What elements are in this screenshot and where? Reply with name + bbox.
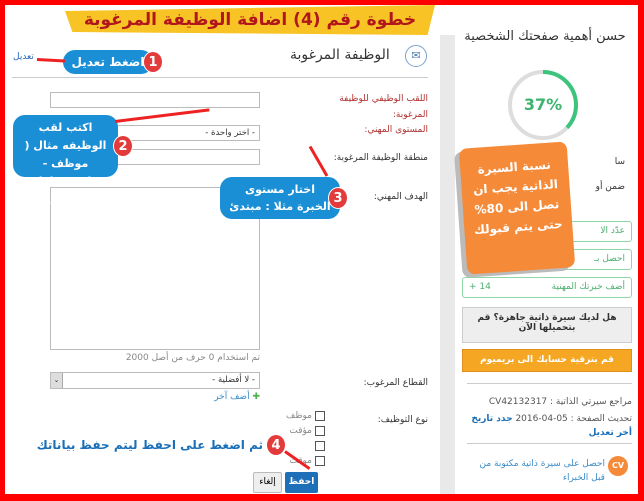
step-banner: خطوة رقم (4) اضافة الوظيفة المرغوبة: [65, 5, 435, 35]
callout-2: اكتب لقب الوظيفه مثال ( موظف - محاسب عام…: [13, 115, 118, 206]
checkbox-row[interactable]: [260, 438, 325, 453]
task-label: عدّد الا: [600, 226, 625, 236]
page-updated: تحديث الصفحة : 05-04-2016 جدد تاريخ أخر …: [462, 412, 632, 440]
callout-number: 3: [328, 187, 348, 209]
progress-ring: [508, 70, 578, 140]
callout-3: اختار مستوى الخبرة مثلا : مبتدئ: [220, 177, 340, 219]
progress-label: 37%: [523, 95, 563, 114]
task-count: 14 +: [469, 282, 491, 292]
checkbox-row[interactable]: مؤقت: [260, 423, 325, 438]
checkbox[interactable]: [315, 425, 325, 436]
job-title-input[interactable]: [50, 92, 260, 108]
checkbox-label: مؤقت: [289, 425, 312, 436]
updated-text: تحديث الصفحة : 05-04-2016: [515, 414, 632, 424]
callout-number: 4: [266, 434, 286, 456]
task-label: أضف خبرتك المهنية: [551, 282, 625, 292]
cv-reference: مراجع سيرتي الذاتية : CV42132317: [488, 397, 632, 407]
divider-line: [467, 443, 632, 444]
char-counter: تم استخدام 0 حرف من أصل 2000: [125, 353, 260, 363]
task-label: احصل بـ: [594, 254, 625, 264]
progress-arc: [508, 70, 578, 140]
checkbox[interactable]: [315, 440, 325, 451]
divider-line: [12, 77, 428, 78]
sidebar-row: سا: [614, 157, 625, 167]
sector-label: القطاع المرغوب:: [363, 378, 428, 388]
checkbox-row[interactable]: موظف: [260, 408, 325, 423]
edit-link[interactable]: تعديل: [13, 52, 34, 62]
orange-callout: نسبة السيرة الذاتية يجب ان تصل الى 80% ح…: [458, 141, 576, 275]
cancel-button[interactable]: إلغاء: [253, 472, 282, 493]
sector-select[interactable]: - لا أفضلية - ⌄: [50, 372, 260, 389]
callout-1: اضغط تعديل: [63, 50, 153, 74]
cv-icon: CV: [608, 456, 628, 476]
divider: [440, 35, 455, 494]
career-goal-label: الهدف المهني:: [373, 192, 428, 202]
save-button[interactable]: احفظ: [285, 472, 318, 493]
arrow: [36, 58, 66, 63]
job-title-label: اللقب الوظيفي للوظيفة المرغوبة:: [339, 94, 428, 120]
divider-line: [467, 383, 632, 384]
upgrade-button[interactable]: قم بترقية حسابك الى بريميوم: [462, 349, 632, 372]
checkbox[interactable]: [315, 455, 325, 466]
add-another-label: أضف آخر: [214, 392, 250, 402]
career-level-label: المستوى المهني:: [364, 125, 428, 135]
sidebar-title: حسن أهمية صفحتك الشخصية: [464, 29, 626, 44]
chevron-down-icon[interactable]: ⌄: [51, 373, 63, 388]
sidebar-row: ضمن أو: [595, 182, 625, 192]
envelope-icon: ✉: [405, 45, 427, 67]
callout-number: 1: [143, 51, 163, 73]
sidebar-task[interactable]: أضف خبرتك المهنية 14 +: [462, 277, 632, 298]
checkbox-label: موظف: [286, 410, 312, 421]
callout-number: 2: [113, 135, 133, 157]
callout-4: ثم اضغط على احفظ ليتم حفظ بياناتك: [36, 438, 263, 452]
sector-value: - لا أفضلية -: [212, 375, 255, 385]
upload-cv-button[interactable]: هل لديك سيرة ذاتية جاهزة؟ قم بتحميلها ال…: [462, 307, 632, 343]
arrow: [114, 108, 210, 123]
plus-icon: ✚: [252, 392, 260, 402]
section-title: الوظيفة المرغوبة: [290, 47, 390, 63]
renew-link[interactable]: جدد تاريخ أخر تعديل: [471, 414, 632, 438]
expert-cv-link[interactable]: احصل على سيرة ذاتية مكتوبة من قبل الخبرا…: [479, 459, 606, 483]
checkbox[interactable]: [315, 410, 325, 421]
employment-type-label: نوع التوظيف:: [377, 415, 428, 425]
add-another-link[interactable]: ✚ أضف آخر: [200, 392, 260, 402]
region-label: منطقة الوظيفة المرغوبة:: [333, 153, 428, 163]
page: خطوة رقم (4) اضافة الوظيفة المرغوبة الوظ…: [5, 5, 638, 494]
